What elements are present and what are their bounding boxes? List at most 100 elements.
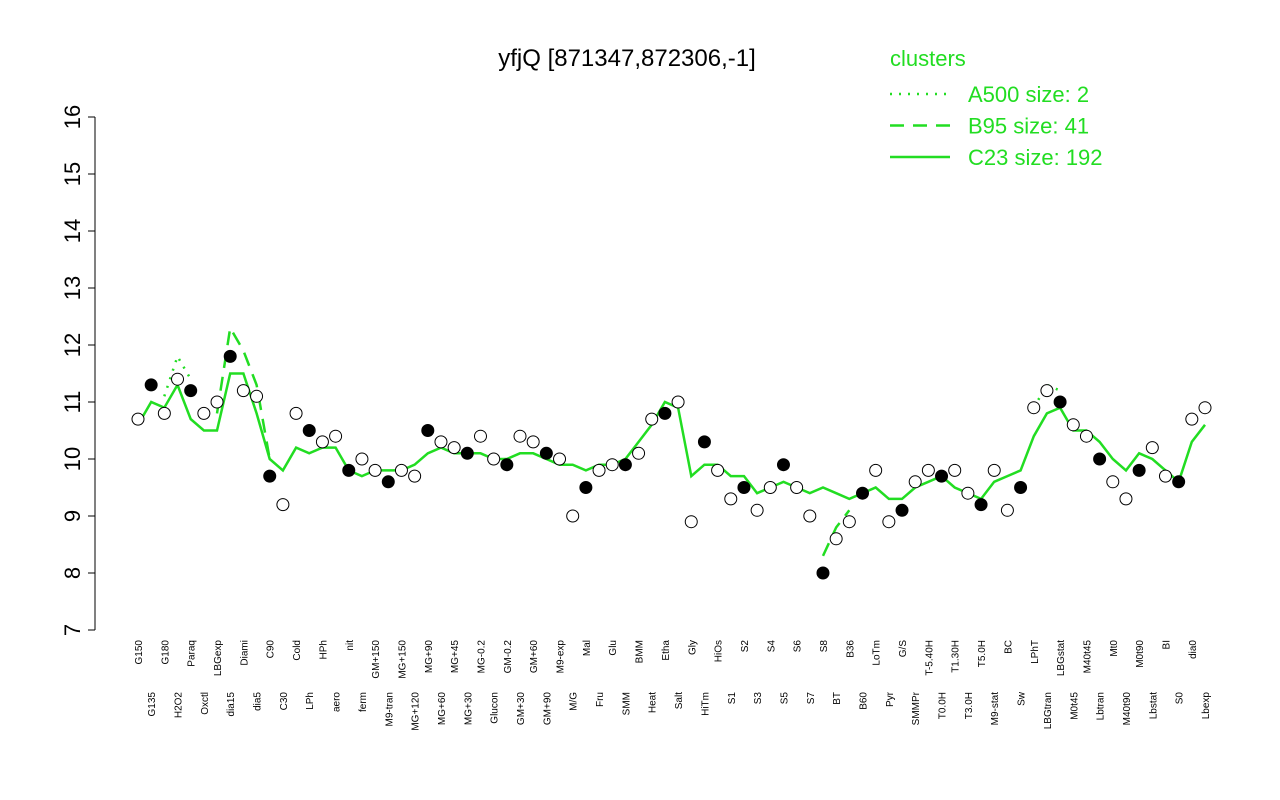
x-tick-label: HiTm	[700, 692, 711, 716]
data-point	[605, 458, 619, 472]
data-point	[553, 452, 567, 466]
x-tick-label: M9-exp	[556, 640, 567, 674]
y-tick-label: 15	[60, 162, 85, 186]
data-point	[961, 486, 975, 500]
data-point	[921, 463, 935, 477]
x-tick-label: HPh	[318, 640, 329, 659]
x-tick-label: S1	[727, 692, 738, 705]
y-tick-label: 10	[60, 447, 85, 471]
x-tick-label: Oxctl	[200, 692, 211, 715]
y-tick-label: 8	[60, 567, 85, 579]
data-point	[697, 435, 711, 449]
data-point	[421, 424, 435, 437]
data-point	[1106, 475, 1120, 489]
x-tick-label: MG-0.2	[476, 640, 487, 674]
data-point	[618, 458, 632, 472]
x-tick-label: LBGstat	[1056, 640, 1067, 676]
data-point	[645, 412, 659, 426]
data-point	[711, 463, 725, 477]
data-point	[948, 463, 962, 477]
data-point	[1000, 503, 1014, 517]
x-tick-label: S4	[766, 640, 777, 653]
y-tick-label: 14	[60, 219, 85, 243]
data-point	[197, 406, 211, 420]
x-tick-label: Paraq	[187, 640, 198, 667]
x-tick-label: Fru	[595, 692, 606, 707]
x-tick-label: S0	[1175, 692, 1186, 705]
x-tick-label: BC	[1003, 640, 1014, 654]
data-point	[935, 469, 949, 483]
data-point	[131, 412, 145, 426]
x-tick-label: MG+45	[450, 640, 461, 674]
data-point	[790, 481, 804, 494]
data-point	[869, 463, 883, 477]
x-tick-label: SMMPr	[911, 691, 922, 725]
x-tick-label: BI	[1161, 640, 1172, 649]
y-tick-label: 9	[60, 510, 85, 522]
legend-label: A500 size: 2	[968, 82, 1089, 107]
y-tick-label: 16	[60, 105, 85, 129]
x-tick-label: BMM	[635, 640, 646, 663]
data-point	[684, 515, 698, 529]
y-tick-label: 13	[60, 276, 85, 300]
data-point	[394, 463, 408, 477]
data-point	[342, 463, 356, 477]
y-tick-label: 12	[60, 333, 85, 357]
x-tick-label: Lbstat	[1148, 692, 1159, 719]
data-point	[1185, 412, 1199, 426]
x-tick-label: Sw	[1017, 691, 1028, 706]
data-point	[882, 515, 896, 529]
data-point	[816, 566, 830, 580]
x-tick-label: Lbtran	[1096, 692, 1107, 720]
data-point	[1172, 475, 1186, 489]
x-tick-label: SMM	[621, 692, 632, 715]
x-tick-label: T1.30H	[951, 640, 962, 673]
x-tick-label: M9-stat	[990, 692, 1001, 726]
x-tick-label: M40t45	[1082, 640, 1093, 674]
data-point	[1079, 429, 1093, 443]
x-tick-label: LBGexp	[213, 640, 224, 677]
x-tick-label: M0t90	[1135, 640, 1146, 668]
data-point	[500, 458, 514, 472]
x-tick-label: C90	[266, 640, 277, 659]
data-point	[737, 481, 751, 494]
legend-label: C23 size: 192	[968, 145, 1103, 170]
data-point	[223, 349, 237, 363]
x-tick-label: MG+60	[437, 692, 448, 726]
data-point	[829, 532, 843, 546]
data-point	[592, 463, 606, 477]
x-tick-label: T5.0H	[977, 640, 988, 667]
data-point	[579, 481, 593, 494]
data-point	[487, 452, 501, 466]
data-point	[974, 498, 988, 512]
x-tick-label: M0t45	[1069, 692, 1080, 720]
data-point	[724, 492, 738, 506]
data-point	[1132, 463, 1146, 477]
data-point	[856, 486, 870, 500]
chart-title: yfjQ [871347,872306,-1]	[498, 45, 756, 72]
x-tick-label: Gly	[687, 640, 698, 655]
x-tick-label: GM+60	[529, 640, 540, 674]
data-point	[315, 435, 329, 449]
data-point	[1158, 469, 1172, 483]
data-point	[526, 435, 540, 449]
x-tick-label: GM-0.2	[503, 640, 514, 674]
data-point	[460, 446, 474, 460]
data-point	[368, 463, 382, 477]
x-tick-label: S3	[753, 692, 764, 705]
x-tick-label: Cold	[292, 640, 303, 661]
x-tick-label: GM+150	[371, 640, 382, 679]
data-point	[1198, 401, 1212, 415]
x-tick-label: Diami	[239, 640, 250, 666]
data-point	[434, 435, 448, 449]
data-point	[144, 378, 158, 392]
data-point	[408, 469, 422, 483]
y-tick-label: 7	[60, 624, 85, 636]
x-tick-label: MG+150	[397, 640, 408, 679]
x-tick-label: dia15	[226, 692, 237, 717]
data-point	[171, 372, 185, 386]
data-point	[263, 469, 277, 483]
x-tick-label: Heat	[648, 692, 659, 713]
data-point	[447, 441, 461, 455]
